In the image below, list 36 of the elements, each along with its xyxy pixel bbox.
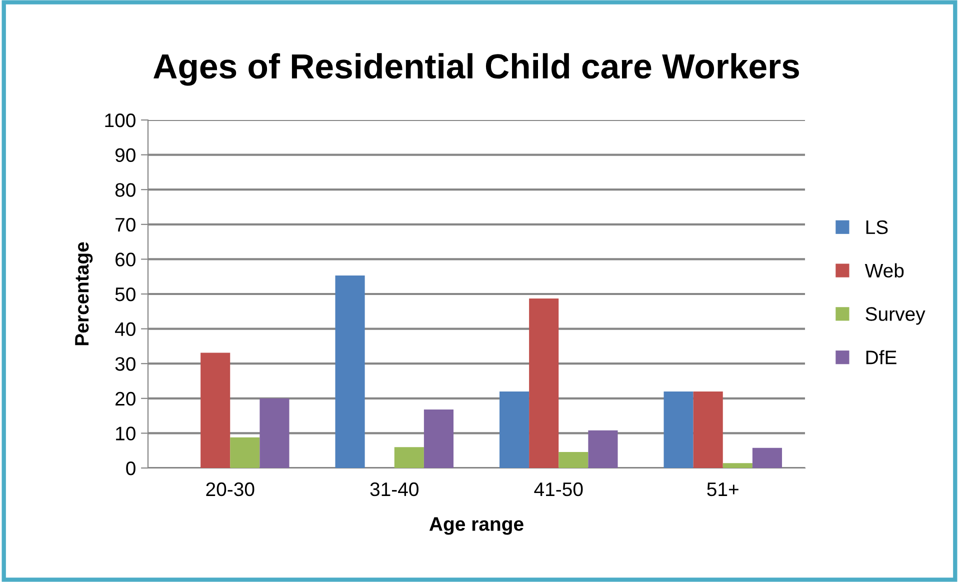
y-tick-label: 60 — [116, 252, 136, 266]
legend-label: Survey — [866, 307, 926, 325]
bar — [588, 430, 618, 468]
bar — [200, 352, 230, 468]
y-tick-label: 50 — [115, 287, 136, 302]
y-tick-label: 30 — [115, 357, 136, 371]
x-tick-label: 31-40 — [370, 482, 418, 496]
y-tick-label: 0 — [126, 461, 136, 476]
x-tick-label: 51+ — [707, 482, 738, 496]
bar — [394, 447, 424, 468]
chart-title: Ages of Residential Child care Workers — [154, 53, 799, 86]
bar — [230, 437, 260, 468]
legend-label: LS — [866, 220, 888, 234]
bar — [558, 452, 588, 468]
x-tick-label: 41-50 — [534, 482, 583, 496]
y-tick-label: 10 — [116, 426, 136, 440]
y-tick-label: 90 — [115, 148, 136, 162]
x-tick-label: 20-30 — [206, 482, 254, 496]
bar — [424, 410, 454, 468]
legend-label: DfE — [866, 350, 896, 364]
bar — [529, 298, 559, 468]
y-tick-label: 70 — [116, 218, 136, 232]
y-tick-label: 40 — [115, 322, 136, 336]
y-axis-title: Percentage — [75, 242, 93, 346]
bar — [260, 398, 290, 468]
y-tick-label: 100 — [105, 113, 136, 128]
bar — [752, 448, 782, 468]
bar — [693, 391, 723, 468]
x-axis-title: Age range — [429, 517, 524, 535]
bar — [722, 463, 752, 468]
y-tick-label: 80 — [115, 183, 136, 197]
bar — [664, 391, 694, 468]
y-tick-label: 20 — [116, 392, 136, 406]
bar — [335, 276, 365, 468]
bar — [499, 391, 530, 468]
legend-label: Web — [864, 263, 904, 278]
